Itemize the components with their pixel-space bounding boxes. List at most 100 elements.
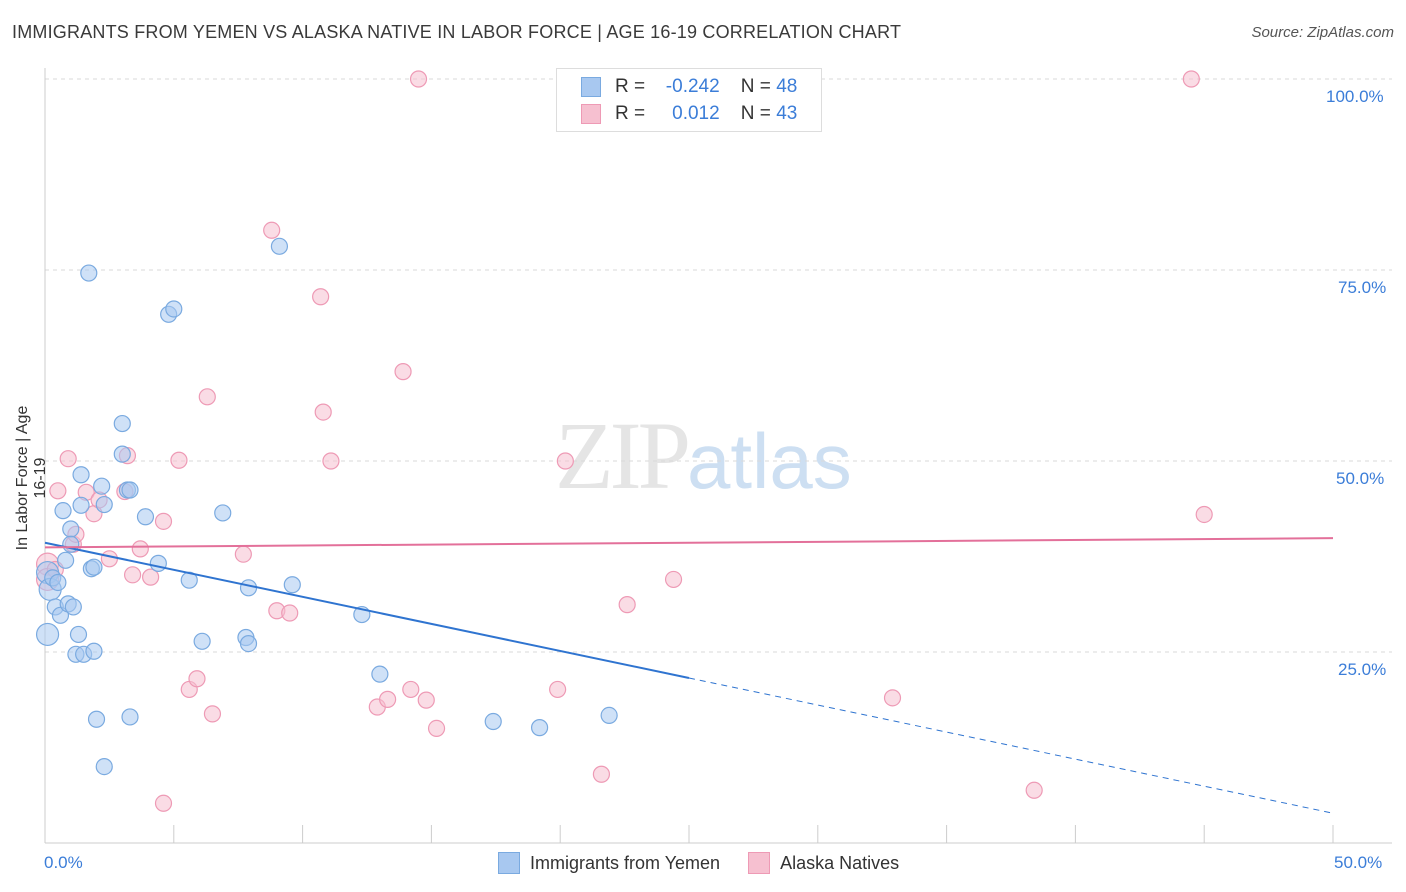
yemen-trend-extension — [688, 677, 1334, 814]
r-label: R = — [615, 103, 646, 124]
yemen-point-8 — [57, 551, 75, 569]
alaska-point-20 — [188, 670, 206, 688]
r-value: -0.242 — [665, 76, 720, 97]
alaska-swatch — [581, 104, 601, 124]
yemen-point-31 — [136, 508, 155, 526]
x-tick-min: 0.0% — [44, 853, 83, 872]
alaska-point-32 — [394, 363, 412, 381]
yemen-point-45 — [484, 712, 502, 731]
alaska-point-45 — [1195, 505, 1213, 524]
yemen-point-40 — [239, 579, 258, 597]
alaska-point-36 — [427, 719, 446, 738]
alaska-point-3 — [49, 482, 67, 500]
alaska-point-26 — [281, 604, 299, 622]
alaska-point-28 — [314, 403, 332, 421]
alaska-point-18 — [170, 451, 188, 469]
alaska-point-39 — [592, 765, 611, 783]
y-tick-25: 25.0% — [1338, 660, 1387, 679]
alaska-point-41 — [664, 570, 683, 589]
alaska-point-33 — [402, 680, 420, 699]
yemen-swatch — [581, 77, 601, 97]
yemen-point-27 — [113, 445, 131, 463]
yemen-point-18 — [80, 264, 98, 282]
yemen-point-44 — [371, 665, 389, 683]
yemen-point-37 — [214, 504, 232, 522]
yemen-point-10 — [62, 520, 80, 538]
y-tick-75: 75.0% — [1338, 278, 1387, 297]
yemen-point-46 — [530, 719, 549, 737]
n-value: 43 — [776, 103, 798, 124]
yemen-point-47 — [600, 706, 618, 725]
alaska-point-34 — [409, 70, 428, 88]
alaska-point-42 — [883, 689, 902, 707]
yemen-point-25 — [95, 495, 113, 514]
alaska-point-16 — [154, 512, 173, 530]
yemen-point-5 — [49, 573, 67, 592]
yemen-point-20 — [85, 558, 103, 576]
alaska-point-17 — [154, 794, 173, 812]
stats-row-yemen: R = -0.242 N = 48 — [581, 75, 797, 99]
y-tick-50: 50.0% — [1336, 469, 1385, 488]
n-label: N = — [740, 103, 771, 124]
stats-row-alaska: R = 0.012 N = 43 — [581, 102, 797, 126]
alaska-point-24 — [263, 221, 281, 239]
yemen-point-26 — [113, 414, 131, 433]
r-value: 0.012 — [672, 103, 720, 124]
alaska-point-31 — [379, 690, 397, 708]
yemen-point-22 — [87, 710, 106, 728]
legend-item-yemen: Immigrants from Yemen — [498, 852, 720, 874]
axes — [44, 68, 1392, 844]
yemen-point-36 — [193, 632, 211, 650]
chart-title: IMMIGRANTS FROM YEMEN VS ALASKA NATIVE I… — [12, 22, 902, 42]
yemen-point-24 — [95, 757, 113, 776]
alaska-point-43 — [1025, 781, 1043, 799]
yemen-points — [35, 237, 618, 776]
legend-label-alaska: Alaska Natives — [780, 852, 900, 873]
y-tick-100: 100.0% — [1326, 87, 1384, 106]
alaska-point-23 — [234, 545, 252, 563]
yemen-point-39 — [239, 634, 258, 653]
alaska-point-37 — [549, 680, 567, 699]
alaska-point-10 — [100, 550, 119, 568]
alaska-point-21 — [198, 388, 216, 406]
alaska-point-4 — [59, 450, 77, 468]
alaska-point-14 — [131, 540, 149, 558]
alaska-point-38 — [556, 452, 574, 470]
grid — [45, 78, 1392, 653]
n-label: N = — [740, 76, 771, 97]
yemen-point-30 — [121, 708, 139, 726]
alaska-point-27 — [312, 288, 330, 306]
legend-swatch-yemen — [498, 852, 520, 874]
yemen-point-32 — [149, 554, 167, 572]
yemen-point-1 — [35, 622, 60, 647]
yemen-point-42 — [283, 576, 301, 594]
yemen-point-16 — [72, 466, 90, 484]
stats-legend: R = -0.242 N = 48 R = 0.012 N = 43 — [556, 68, 822, 132]
alaska-trend-line — [44, 537, 1334, 549]
source-label: Source: ZipAtlas.com — [1251, 24, 1394, 41]
legend-label-yemen: Immigrants from Yemen — [530, 852, 721, 873]
yemen-point-23 — [93, 477, 111, 495]
alaska-natives-points — [35, 70, 1213, 812]
r-label: R = — [615, 76, 646, 97]
yemen-point-14 — [69, 625, 88, 644]
yemen-point-15 — [72, 496, 90, 514]
legend-swatch-alaska — [748, 852, 771, 874]
x-tick-max: 50.0% — [1334, 853, 1383, 872]
alaska-point-40 — [618, 596, 636, 614]
series-legend: Immigrants from Yemen Alaska Natives — [498, 852, 927, 874]
yemen-point-34 — [165, 300, 183, 318]
trend-lines — [44, 537, 1334, 814]
yemen-trend-line — [44, 541, 690, 679]
alaska-point-22 — [203, 705, 222, 723]
alaska-point-44 — [1182, 70, 1200, 88]
yemen-point-29 — [121, 481, 139, 499]
alaska-point-13 — [123, 566, 142, 584]
n-value: 48 — [776, 76, 798, 97]
alaska-point-29 — [322, 452, 340, 470]
alaska-point-15 — [142, 568, 160, 586]
yemen-point-21 — [85, 642, 103, 660]
legend-item-alaska: Alaska Natives — [748, 852, 899, 874]
watermark-zip: ZIP — [555, 402, 691, 509]
